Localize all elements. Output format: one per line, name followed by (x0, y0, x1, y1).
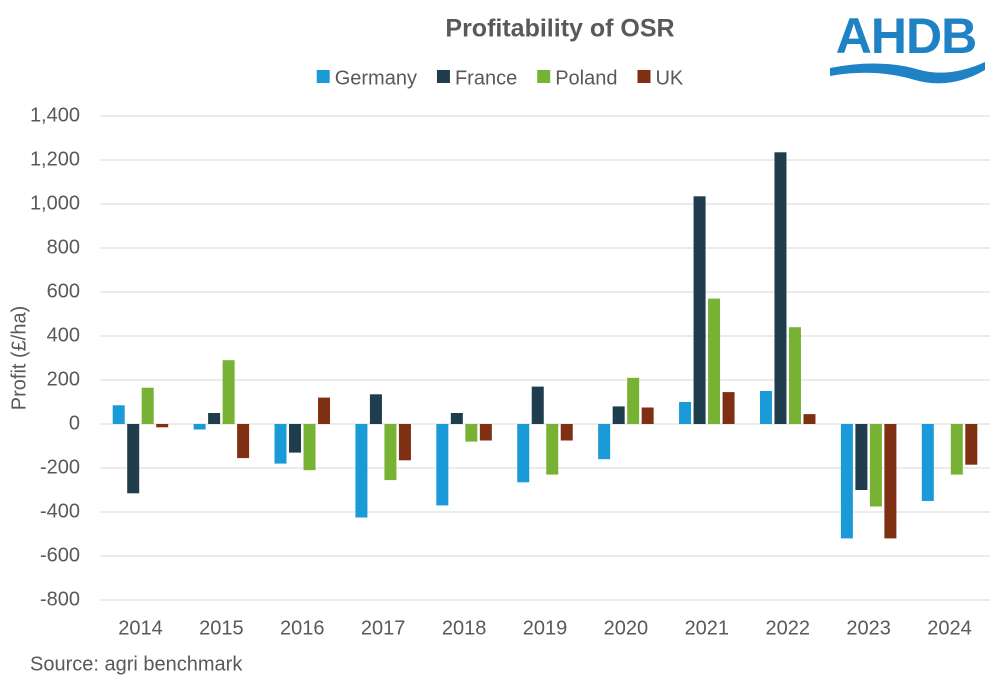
bar (950, 424, 963, 475)
logo: AHDB (830, 8, 985, 84)
bar (303, 424, 316, 471)
x-tick-label: 2021 (685, 617, 730, 639)
x-tick-label: 2022 (765, 617, 810, 639)
x-tick-label: 2016 (280, 617, 325, 639)
logo-text: AHDB (836, 8, 976, 64)
legend-label: UK (655, 67, 683, 89)
logo-wave (830, 62, 985, 84)
bar (869, 424, 882, 507)
bar (289, 424, 302, 453)
bar (318, 397, 331, 424)
bar (546, 424, 559, 475)
y-tick-label: -600 (40, 544, 80, 566)
x-tick-label: 2014 (118, 617, 163, 639)
y-tick-label: 0 (69, 412, 80, 434)
y-tick-label: 1,000 (30, 192, 80, 214)
y-tick-label: -800 (40, 588, 80, 610)
legend-swatch (316, 70, 330, 83)
y-tick-label: 200 (47, 368, 80, 390)
bar (722, 392, 735, 424)
legend-label: Poland (555, 67, 617, 89)
bar (398, 424, 411, 461)
bar (627, 377, 640, 424)
bar (208, 413, 221, 424)
bar (193, 424, 206, 430)
bar (884, 424, 897, 539)
bar (855, 424, 868, 490)
bar (156, 424, 169, 428)
x-tick-label: 2015 (199, 617, 244, 639)
bar (531, 386, 544, 424)
y-tick-label: 1,200 (30, 148, 80, 170)
bar (965, 424, 978, 465)
x-tick-label: 2018 (442, 617, 487, 639)
y-tick-label: 800 (47, 236, 80, 258)
bar (517, 424, 530, 483)
bar (598, 424, 611, 460)
bar (450, 413, 463, 424)
source: Source: agri benchmark (30, 653, 243, 675)
legend-swatch (436, 70, 450, 83)
bar (840, 424, 853, 539)
y-tick-label: 600 (47, 280, 80, 302)
bar (708, 298, 721, 424)
y-tick-label: 400 (47, 324, 80, 346)
bar (479, 424, 492, 441)
x-tick-label: 2017 (361, 617, 406, 639)
bar (921, 424, 934, 501)
bar (693, 196, 706, 424)
bar (112, 405, 125, 424)
x-tick-label: 2020 (604, 617, 649, 639)
bar (384, 424, 397, 481)
bar (141, 387, 154, 424)
bar (369, 394, 382, 424)
x-tick-label: 2019 (523, 617, 568, 639)
bar (465, 424, 478, 442)
bar (612, 406, 625, 424)
y-tick-label: -400 (40, 500, 80, 522)
legend-label: Germany (335, 67, 417, 89)
legend-swatch (537, 70, 551, 83)
y-tick-label: -200 (40, 456, 80, 478)
y-axis-label: Profit (£/ha) (8, 306, 30, 410)
bar (237, 424, 250, 459)
bar (560, 424, 573, 441)
x-tick-label: 2023 (846, 617, 891, 639)
legend-label: France (455, 67, 517, 89)
bar (355, 424, 368, 518)
bar (222, 360, 235, 424)
x-tick-label: 2024 (927, 617, 972, 639)
bar (788, 327, 801, 424)
bar (641, 407, 654, 424)
bar (759, 391, 772, 424)
bar (679, 402, 692, 424)
bar (436, 424, 449, 506)
bar (803, 414, 816, 424)
bar (774, 152, 787, 425)
legend-swatch (637, 70, 651, 83)
y-tick-label: 1,400 (30, 104, 80, 126)
bar (127, 424, 140, 494)
bar (274, 424, 287, 464)
chart-title: Profitability of OSR (445, 15, 674, 43)
